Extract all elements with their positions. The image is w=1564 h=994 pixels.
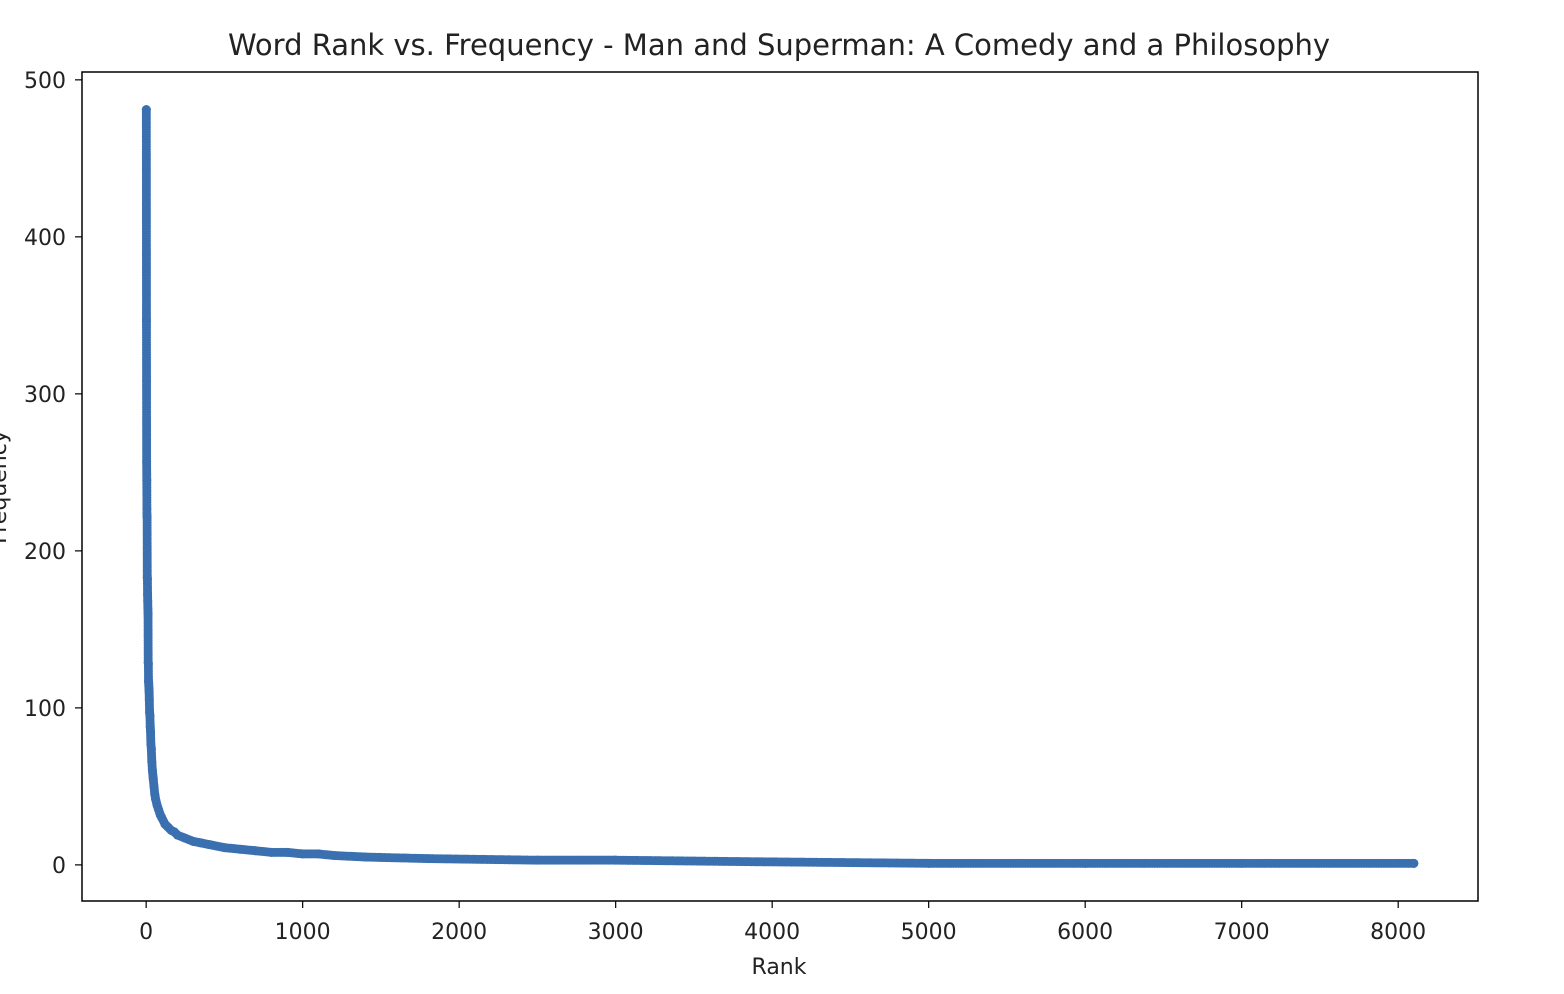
- data-point: [141, 105, 151, 115]
- x-tick-label: 5000: [901, 920, 957, 945]
- data-point: [145, 711, 155, 721]
- data-point: [144, 695, 154, 705]
- data-point: [144, 687, 154, 697]
- x-tick-label: 1000: [275, 920, 331, 945]
- data-point: [143, 659, 153, 669]
- data-point: [148, 774, 158, 784]
- data-point: [141, 315, 151, 325]
- x-tick-label: 7000: [1214, 920, 1270, 945]
- data-point: [143, 596, 153, 606]
- y-tick-label: 500: [24, 69, 66, 94]
- data-point: [298, 849, 308, 859]
- x-tick-label: 0: [139, 920, 153, 945]
- data-point: [251, 846, 261, 856]
- y-tick-label: 400: [24, 226, 66, 251]
- data-point: [1080, 858, 1090, 868]
- x-tick-label: 2000: [431, 920, 487, 945]
- data-point: [1237, 858, 1247, 868]
- x-tick-label: 4000: [744, 920, 800, 945]
- y-axis-label: Frequency: [0, 430, 12, 544]
- data-point: [924, 858, 934, 868]
- data-point: [143, 590, 153, 600]
- x-tick-label: 6000: [1057, 920, 1113, 945]
- y-axis: 0 100 200 300 400 500: [24, 69, 82, 879]
- y-tick-label: 300: [24, 383, 66, 408]
- series-marker-band: [141, 105, 1419, 868]
- data-point: [611, 855, 621, 865]
- data-point: [142, 513, 152, 523]
- data-point: [142, 475, 152, 485]
- y-tick-label: 100: [24, 697, 66, 722]
- data-point: [423, 854, 433, 864]
- y-tick-label: 0: [52, 854, 66, 879]
- data-point: [147, 756, 157, 766]
- data-point: [1409, 858, 1419, 868]
- data-point: [146, 726, 156, 736]
- data-point: [172, 830, 182, 840]
- data-point: [149, 781, 159, 791]
- data-point: [219, 843, 229, 853]
- x-axis-label: Rank: [752, 955, 807, 980]
- data-point: [266, 847, 276, 857]
- data-point: [180, 833, 190, 843]
- data-point: [532, 855, 542, 865]
- series-line: [145, 109, 1414, 865]
- data-point: [329, 850, 339, 860]
- plot-frame: [81, 71, 1479, 902]
- data-point: [235, 844, 245, 854]
- data-point: [204, 839, 214, 849]
- chart-title: Word Rank vs. Frequency - Man and Superm…: [228, 28, 1330, 62]
- data-point: [196, 838, 206, 848]
- x-tick-label: 3000: [588, 920, 644, 945]
- data-point: [360, 852, 370, 862]
- data-point: [282, 847, 292, 857]
- x-axis: 0 1000 2000 3000 4000 5000 6000 7000 8000: [139, 901, 1426, 945]
- data-point: [142, 456, 152, 466]
- x-tick-label: 8000: [1370, 920, 1426, 945]
- data-point: [188, 836, 198, 846]
- data-point: [752, 857, 762, 867]
- data-point: [142, 574, 152, 584]
- y-tick-label: 200: [24, 540, 66, 565]
- data-point: [313, 849, 323, 859]
- plot-area: [141, 105, 1419, 868]
- data-point: [147, 766, 157, 776]
- data-point: [143, 609, 153, 619]
- data-point: [146, 744, 156, 754]
